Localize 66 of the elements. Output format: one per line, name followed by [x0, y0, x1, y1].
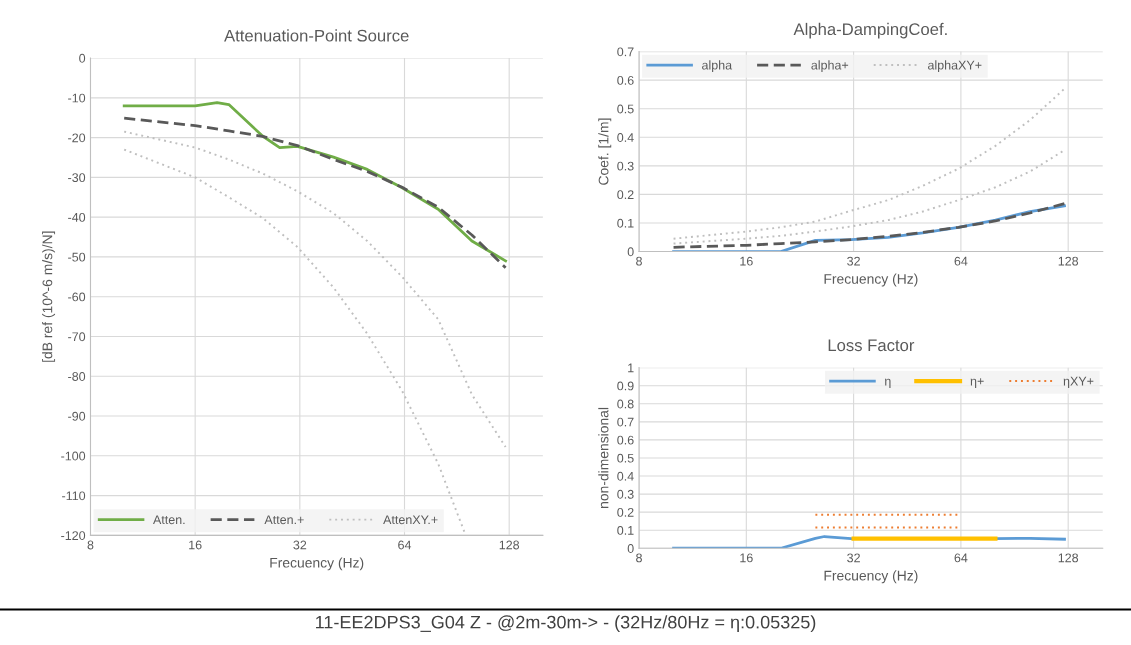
y-tick-label: -20: [68, 133, 86, 143]
y-tick-label: -60: [68, 292, 86, 302]
x-tick-label: 32: [847, 553, 860, 563]
y-tick-label: 0.7: [617, 47, 634, 57]
legend-label: AttenXY.+: [383, 515, 438, 525]
chart-title: Alpha-DampingCoef.: [793, 22, 947, 39]
legend-label: Atten.+: [264, 515, 304, 525]
y-tick-label: -30: [68, 173, 86, 183]
legend-label: alphaXY+: [928, 60, 982, 72]
y-tick-label: 0.6: [617, 435, 634, 445]
y-tick-label: -90: [68, 411, 86, 421]
y-tick-label: 0.3: [617, 161, 634, 171]
y-tick-label: -100: [61, 451, 86, 461]
x-tick-label: 32: [293, 540, 307, 550]
legend-label: ηXY+: [1063, 376, 1094, 389]
x-tick-label: 64: [954, 553, 968, 563]
y-tick-label: -70: [68, 332, 86, 342]
x-tick-label: 64: [954, 256, 968, 266]
y-tick-label: -40: [68, 212, 86, 222]
x-axis-title: Frecuency (Hz): [824, 570, 918, 584]
x-tick-label: 16: [740, 553, 753, 563]
y-tick-label: -120: [61, 531, 86, 540]
x-axis-title: Frecuency (Hz): [270, 557, 364, 571]
y-tick-label: 0.4: [617, 133, 634, 142]
y-tick-label: 0: [79, 53, 86, 63]
y-tick-label: -110: [62, 491, 86, 501]
legend-label: Atten.: [153, 515, 185, 525]
x-tick-label: 8: [636, 256, 642, 266]
legend-label: η: [884, 378, 891, 389]
x-tick-label: 32: [847, 256, 860, 266]
chart-title: Loss Factor: [828, 339, 915, 352]
y-tick-label: 0.1: [617, 525, 634, 535]
y-tick-label: 0.8: [617, 399, 634, 409]
legend-label: alpha: [702, 60, 733, 72]
y-tick-label: -10: [68, 93, 86, 103]
x-tick-label: 128: [1058, 553, 1079, 563]
legend-label: η+: [970, 378, 984, 389]
x-tick-label: 128: [1058, 256, 1079, 266]
x-tick-label: 16: [740, 256, 753, 266]
y-tick-label: -50: [68, 252, 86, 262]
y-tick-label: 0.2: [617, 507, 634, 517]
text: 11-EE2DPS3_G04 Z - @2m-30m-> - (32Hz/80Hz = η:0.05325): [316, 615, 816, 633]
y-axis-title: Coef. [1/m]: [598, 118, 612, 185]
y-tick-label: 0.4: [617, 471, 634, 481]
x-axis-title: Frecuency (Hz): [824, 273, 918, 287]
x-tick-label: 16: [189, 540, 202, 550]
x-tick-label: 64: [398, 540, 412, 550]
x-tick-label: 8: [87, 540, 94, 550]
chart-title: Attenuation-Point Source: [224, 29, 409, 42]
y-tick-label: 1: [628, 363, 634, 373]
x-tick-label: 8: [636, 553, 642, 563]
x-tick-label: 128: [499, 540, 520, 550]
y-tick-label: 0: [627, 544, 634, 553]
y-tick-label: 0.1: [617, 218, 634, 228]
legend-label: alpha+: [811, 60, 849, 72]
y-tick-label: 0: [627, 247, 634, 257]
y-tick-label: 0.2: [617, 190, 634, 200]
y-tick-label: 0.5: [617, 453, 634, 463]
y-tick-label: 0.9: [617, 381, 634, 391]
y-axis-title: [dB ref (10^-6 m/s)/N]: [42, 231, 56, 362]
y-tick-label: -80: [68, 372, 86, 381]
y-axis-title: non-dimensional: [598, 407, 609, 508]
y-tick-label: 0.5: [617, 104, 634, 114]
y-tick-label: 0.3: [617, 489, 634, 499]
y-tick-label: 0.6: [617, 75, 634, 85]
y-tick-label: 0.7: [617, 417, 634, 427]
